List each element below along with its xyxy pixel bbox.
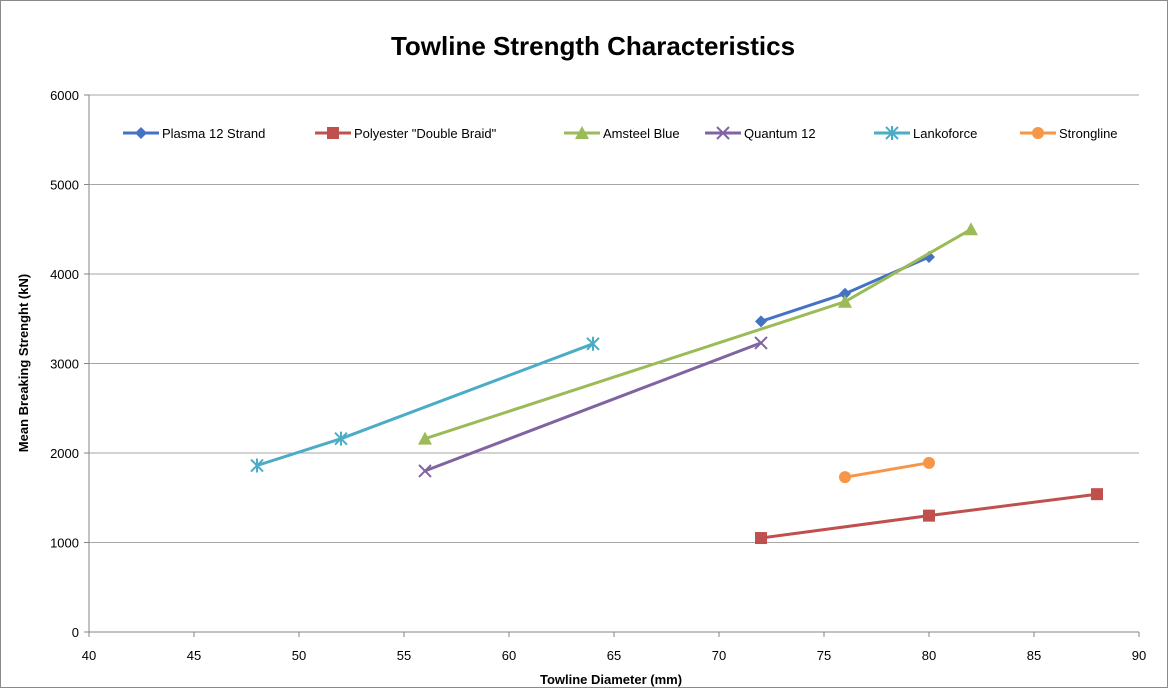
x-tick-label: 75 xyxy=(817,648,831,663)
y-tick-label: 3000 xyxy=(50,357,79,372)
y-axis-title: Mean Breaking Strenght (kN) xyxy=(16,274,31,452)
legend-item[interactable]: Strongline xyxy=(1020,126,1118,141)
y-tick-label: 1000 xyxy=(50,536,79,551)
series-line xyxy=(423,227,973,441)
x-tick-label: 80 xyxy=(922,648,936,663)
y-tick-labels: 0 1000 2000 3000 4000 5000 6000 xyxy=(50,88,79,640)
data-point xyxy=(1091,488,1103,501)
legend-label: Quantum 12 xyxy=(744,126,816,141)
series-5 xyxy=(839,456,935,484)
x-tick-label: 60 xyxy=(502,648,516,663)
series-1 xyxy=(755,488,1103,545)
data-point xyxy=(334,431,348,446)
data-point xyxy=(838,294,852,308)
x-tick-label: 40 xyxy=(82,648,96,663)
series-4 xyxy=(250,336,600,473)
x-axis-title: Towline Diameter (mm) xyxy=(540,672,682,687)
x-tick-labels: 40 45 50 55 60 65 70 75 80 85 90 xyxy=(82,648,1146,663)
legend-label: Plasma 12 Strand xyxy=(162,126,265,141)
legend-label: Lankoforce xyxy=(913,126,977,141)
axes xyxy=(84,94,1140,637)
y-tick-label: 2000 xyxy=(50,446,79,461)
y-tick-label: 5000 xyxy=(50,178,79,193)
series-3 xyxy=(418,336,768,478)
legend-item[interactable]: Quantum 12 xyxy=(705,126,816,141)
x-tick-label: 50 xyxy=(292,648,306,663)
data-point xyxy=(964,222,978,236)
chart-title: Towline Strength Characteristics xyxy=(391,31,795,61)
legend[interactable]: Plasma 12 Strand Polyester "Double Braid"… xyxy=(123,126,1118,141)
x-tick-label: 45 xyxy=(187,648,201,663)
data-point xyxy=(418,431,432,445)
legend-label: Strongline xyxy=(1059,126,1118,141)
series-line xyxy=(843,461,931,479)
y-tick-label: 4000 xyxy=(50,267,79,282)
grid xyxy=(89,94,1139,543)
x-tick-label: 55 xyxy=(397,648,411,663)
series-line xyxy=(423,341,763,473)
data-point xyxy=(418,464,432,478)
legend-item[interactable]: Plasma 12 Strand xyxy=(123,126,265,141)
data-point xyxy=(839,471,851,484)
data-point xyxy=(839,287,851,300)
legend-item[interactable]: Lankoforce xyxy=(874,126,977,141)
x-tick-label: 85 xyxy=(1027,648,1041,663)
legend-item[interactable]: Polyester "Double Braid" xyxy=(315,126,497,141)
legend-marker xyxy=(716,126,730,140)
legend-label: Amsteel Blue xyxy=(603,126,680,141)
legend-marker xyxy=(327,127,339,139)
data-point xyxy=(586,336,600,351)
data-point xyxy=(923,456,935,469)
legend-marker xyxy=(885,126,899,140)
series-group xyxy=(250,222,1103,545)
legend-marker xyxy=(135,127,147,139)
series-line xyxy=(255,342,595,467)
x-tick-label: 65 xyxy=(607,648,621,663)
data-point xyxy=(755,532,767,545)
x-tick-label: 70 xyxy=(712,648,726,663)
series-2 xyxy=(418,222,978,445)
legend-marker xyxy=(1032,127,1044,139)
series-0 xyxy=(755,250,935,328)
y-tick-label: 0 xyxy=(72,625,79,640)
data-point xyxy=(250,458,264,473)
y-tick-label: 6000 xyxy=(50,88,79,103)
legend-label: Polyester "Double Braid" xyxy=(354,126,497,141)
x-tick-label: 90 xyxy=(1132,648,1146,663)
legend-marker xyxy=(575,126,589,139)
data-point xyxy=(755,315,767,328)
data-point xyxy=(754,336,768,350)
legend-item[interactable]: Amsteel Blue xyxy=(564,126,680,141)
data-point xyxy=(923,509,935,522)
